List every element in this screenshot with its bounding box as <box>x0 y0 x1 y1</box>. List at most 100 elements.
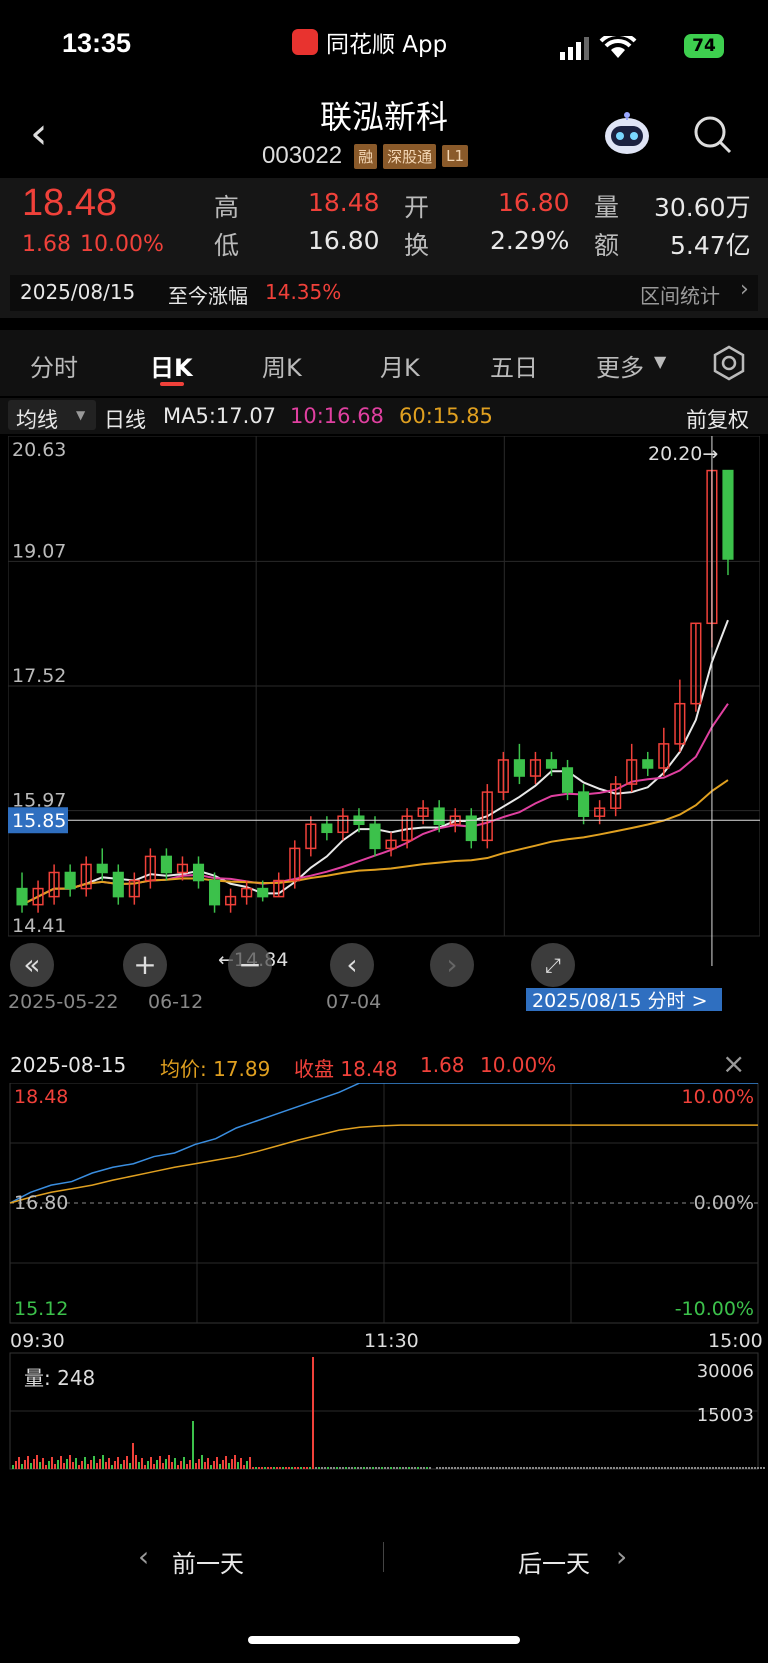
app-switch-pill[interactable]: 同花顺 App <box>292 26 447 58</box>
volume-bar <box>174 1458 176 1469</box>
candle-body <box>722 469 734 560</box>
indicator-select[interactable] <box>8 400 96 430</box>
volume-bar <box>553 1467 555 1469</box>
stock-code: 003022 <box>262 142 343 169</box>
chevron-left-icon: ‹ <box>138 1540 150 1573</box>
margin-tag: 融 <box>354 143 378 169</box>
volume-bar <box>75 1458 77 1469</box>
tab-weekly[interactable]: 周K <box>262 354 302 382</box>
candle-body <box>642 759 654 769</box>
volume-bar <box>207 1458 209 1469</box>
volume-bar <box>396 1467 398 1469</box>
volume-bar <box>580 1467 582 1469</box>
volume-bar <box>387 1467 389 1469</box>
next-day-button[interactable]: 后一天 <box>518 1550 590 1578</box>
max-price-label: 20.20→ <box>648 443 718 465</box>
candle-body <box>529 759 542 777</box>
volume-bar <box>541 1467 543 1469</box>
volume-bar <box>661 1467 663 1469</box>
prev-day-button[interactable]: 前一天 <box>172 1550 244 1578</box>
tab-more[interactable]: 更多 <box>596 354 644 382</box>
volume-bar <box>670 1467 672 1469</box>
volume-bar <box>171 1462 173 1469</box>
volume-mid-label: 15003 <box>697 1405 754 1426</box>
volume-bar <box>583 1467 585 1469</box>
candle-body <box>16 887 28 906</box>
volume-bar <box>183 1457 185 1469</box>
chevron-right-icon[interactable]: › <box>430 943 474 987</box>
volume-bar <box>679 1467 681 1469</box>
volume-bar <box>499 1467 501 1469</box>
volume-bar <box>490 1467 492 1469</box>
robot-assistant-icon[interactable] <box>602 110 652 156</box>
volume-bar <box>54 1464 56 1469</box>
volume-bar <box>216 1457 218 1469</box>
volume-value: 30.60万 <box>654 193 751 222</box>
active-tab-indicator <box>160 382 184 386</box>
volume-bar <box>475 1467 477 1469</box>
volume-bar <box>694 1467 696 1469</box>
volume-bar <box>135 1455 137 1469</box>
price-pct: 10.00% <box>80 232 164 257</box>
volume-bar <box>757 1467 759 1469</box>
open-value: 16.80 <box>498 188 570 217</box>
kline-chart[interactable]: 20.6319.0717.5215.9714.4115.8520.20→←14.… <box>8 436 760 1011</box>
tab-five-day[interactable]: 五日 <box>490 354 538 382</box>
candle-body <box>305 823 317 850</box>
volume-bar <box>138 1462 140 1469</box>
volume-bar <box>760 1467 762 1469</box>
ma10-value: 10:16.68 <box>290 404 384 428</box>
intraday-popup: 2025-08-15 均价: 17.89 收盘 18.48 1.68 10.00… <box>0 1045 768 1515</box>
tab-daily[interactable]: 日K <box>150 354 193 382</box>
volume-bar <box>426 1467 428 1469</box>
volume-bar <box>153 1464 155 1469</box>
volume-bar <box>535 1467 537 1469</box>
volume-bar <box>598 1467 600 1469</box>
zoom-in-icon[interactable]: + <box>123 943 167 987</box>
volume-bar <box>739 1467 741 1469</box>
volume-bar <box>745 1467 747 1469</box>
volume-bar <box>481 1467 483 1469</box>
back-arrow-icon[interactable]: ‹ <box>30 108 48 159</box>
range-stats-bar[interactable]: 2025/08/15 至今涨幅 14.35% 区间统计 › <box>10 275 758 311</box>
candle-body <box>674 702 686 745</box>
y-tick-label: 20.63 <box>12 439 66 461</box>
volume-bar <box>318 1467 320 1469</box>
candle-body <box>257 887 269 898</box>
volume-bar <box>12 1465 14 1469</box>
candle-body <box>690 622 702 705</box>
caret-down-icon: ▼ <box>654 352 667 371</box>
tab-monthly[interactable]: 月K <box>380 354 420 382</box>
volume-bar <box>646 1467 648 1469</box>
amount-value: 5.47亿 <box>670 231 751 260</box>
close-icon[interactable]: × <box>722 1047 746 1080</box>
volume-bar <box>496 1467 498 1469</box>
range-stats-link[interactable]: 区间统计 <box>640 284 720 308</box>
volume-bar <box>448 1467 450 1469</box>
volume-bar <box>204 1462 206 1469</box>
volume-bar <box>267 1467 269 1469</box>
volume-bar <box>631 1467 633 1469</box>
volume-bar <box>354 1467 356 1469</box>
volume-bar <box>685 1467 687 1469</box>
intraday-chart[interactable]: 18.48 16.80 15.12 10.00% 0.00% -10.00% 09:30 11… <box>0 1083 768 1515</box>
candle-body <box>48 871 60 898</box>
settings-hex-icon[interactable] <box>710 344 748 382</box>
volume-bar <box>21 1464 23 1469</box>
volume-bar <box>117 1457 119 1469</box>
adjust-mode[interactable]: 前复权 <box>686 408 749 432</box>
volume-bar <box>691 1467 693 1469</box>
stock-code-line: 003022 融 深股通 L1 <box>262 142 469 170</box>
volume-bar <box>234 1455 236 1469</box>
volume-bar <box>129 1463 131 1469</box>
volume-bar <box>225 1456 227 1469</box>
fullscreen-icon[interactable]: ⤢ <box>531 943 575 987</box>
search-icon[interactable] <box>692 114 734 156</box>
candle-body <box>112 871 124 898</box>
rewind-icon[interactable]: « <box>10 943 54 987</box>
volume-bar <box>378 1467 380 1469</box>
chevron-left-icon[interactable]: ‹ <box>330 943 374 987</box>
tab-intraday[interactable]: 分时 <box>30 354 78 382</box>
zoom-out-icon[interactable]: − <box>228 943 272 987</box>
range-date: 2025/08/15 <box>20 280 136 304</box>
